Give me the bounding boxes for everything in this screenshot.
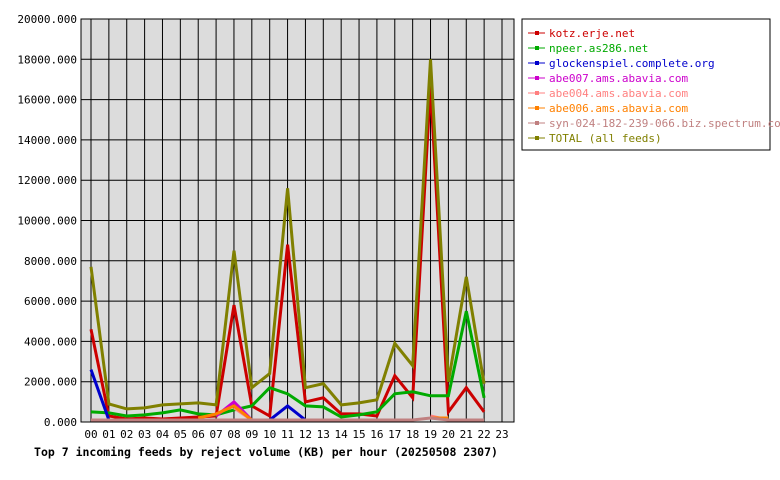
series-line [197,404,253,422]
x-tick-label: 13 [317,428,330,441]
legend-label: abe004.ams.abavia.com [549,87,688,100]
x-tick-label: 06 [192,428,205,441]
legend-swatch-marker [535,121,539,125]
legend-label: abe006.ams.abavia.com [549,102,688,115]
legend-swatch-marker [535,61,539,65]
series-line [89,59,486,411]
x-tick-label: 04 [156,428,170,441]
legend-label: glockenspiel.complete.org [549,57,715,70]
y-tick-label: 4000.000 [24,335,77,348]
legend: kotz.erje.net npeer.as286.net glockenspiel… [528,27,780,145]
x-tick-label: 08 [227,428,240,441]
legend-box [521,18,771,151]
y-tick-label: 6000.000 [24,295,77,308]
x-axis-tick-labels: 00 01 02 03 04 05 06 07 08 09 10 11 12 13 14 15 16 17 18 19… [84,428,508,441]
series-lines [89,59,486,422]
x-tick-label: 03 [138,428,151,441]
y-tick-label: 8000.000 [24,255,77,268]
y-tick-label: 10000.000 [17,215,77,228]
x-tick-label: 00 [84,428,97,441]
x-tick-label: 19 [424,428,437,441]
legend-swatch-marker [535,91,539,95]
x-tick-label: 15 [352,428,365,441]
series-line [89,369,111,421]
x-tick-label: 17 [388,428,401,441]
x-tick-label: 16 [370,428,383,441]
series-line [268,403,307,422]
x-tick-label: 10 [263,428,276,441]
y-tick-label: 12000.000 [17,174,77,187]
series-line [91,416,485,422]
x-tick-label: 14 [335,428,349,441]
y-tick-label: 18000.000 [17,53,77,66]
legend-swatch-marker [535,31,539,35]
series-line [90,310,486,419]
legend-swatch-marker [535,76,539,80]
x-tick-label: 18 [406,428,419,441]
y-tick-label: 20000.000 [17,13,77,26]
legend-swatch-marker [535,46,539,50]
x-tick-label: 12 [299,428,312,441]
legend-label: kotz.erje.net [549,27,635,40]
x-tick-label: 11 [281,428,294,441]
x-tick-label: 09 [245,428,258,441]
x-tick-label: 23 [495,428,508,441]
grid-lines [81,18,514,423]
y-tick-label: 2000.000 [24,376,77,389]
y-axis-tick-labels: 0.000 2000.000 4000.000 6000.000 8000.000 100… [17,13,77,429]
x-tick-label: 22 [478,428,491,441]
legend-label: syn-024-182-239-066.biz.spectrum.com [549,117,780,130]
y-tick-label: 16000.000 [17,94,77,107]
x-tick-label: 20 [442,428,455,441]
legend-label: TOTAL (all feeds) [549,132,662,145]
x-tick-label: 01 [102,428,115,441]
chart-title: Top 7 incoming feeds by reject volume (K… [34,445,498,459]
x-tick-label: 07 [209,428,222,441]
legend-label: abe007.ams.abavia.com [549,72,688,85]
x-tick-label: 02 [120,428,133,441]
legend-swatch-marker [535,106,539,110]
y-tick-label: 14000.000 [17,134,77,147]
legend-label: npeer.as286.net [549,42,648,55]
x-tick-label: 21 [460,428,473,441]
y-tick-label: 0.000 [44,416,77,429]
x-tick-label: 05 [174,428,187,441]
legend-swatch-marker [535,136,539,140]
